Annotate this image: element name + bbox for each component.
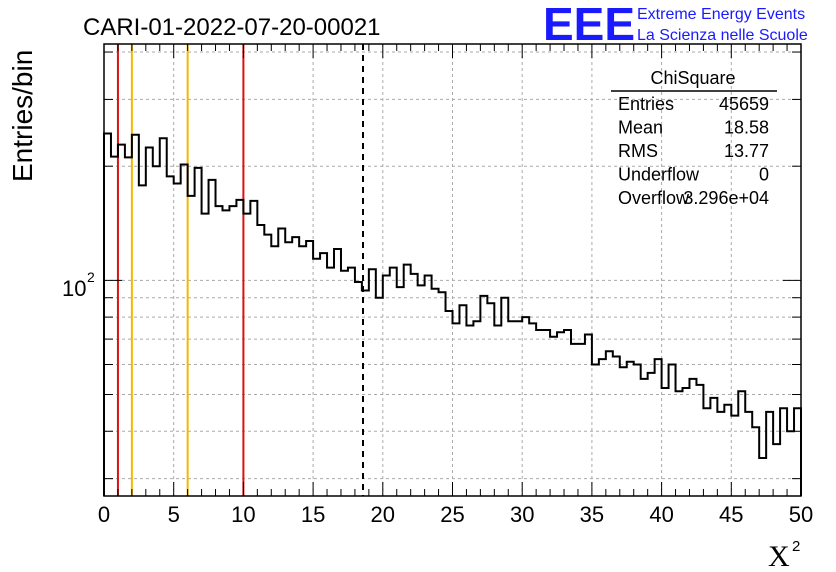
svg-text:2: 2	[87, 269, 95, 285]
stats-value: 18.58	[724, 118, 769, 138]
stats-value: 3.296e+04	[683, 188, 769, 208]
y-axis-label: Entries/bin	[7, 50, 38, 182]
stats-title: ChiSquare	[650, 68, 735, 88]
stats-box: ChiSquare Entries 45659 Mean 18.58 RMS 13.77 U…	[611, 68, 777, 208]
x-tick-labels: 0 5 10 15 20 25 30 35 40 45 50	[98, 502, 813, 527]
x-tick-label: 0	[98, 502, 110, 527]
stats-label: RMS	[618, 141, 658, 161]
x-tick-label: 35	[580, 502, 604, 527]
stats-label: Underflow	[618, 165, 700, 185]
x-tick-label: 20	[371, 502, 395, 527]
x-tick-label: 15	[301, 502, 325, 527]
x-tick-label: 25	[440, 502, 464, 527]
y-tick-label-100: 10 2	[62, 269, 95, 301]
stats-value: 13.77	[724, 141, 769, 161]
svg-text:2: 2	[792, 538, 800, 555]
x-tick-label: 50	[789, 502, 813, 527]
x-axis-label: X 2	[768, 538, 800, 572]
eee-logo: EEE Extreme Energy Events La Scienza nel…	[543, 0, 808, 50]
logo-line-1: Extreme Energy Events	[637, 6, 805, 23]
chart-title: CARI-01-2022-07-20-00021	[83, 14, 381, 41]
stats-label: Entries	[618, 94, 674, 114]
svg-text:10: 10	[62, 276, 86, 301]
x-tick-label: 45	[719, 502, 743, 527]
logo-line-2: La Scienza nelle Scuole	[637, 27, 808, 44]
marker-lines	[116, 44, 365, 496]
histogram-step-line	[103, 132, 802, 496]
svg-text:X: X	[768, 540, 790, 572]
x-tick-label: 30	[510, 502, 534, 527]
x-tick-label: 5	[168, 502, 180, 527]
stats-value: 45659	[719, 94, 769, 114]
logo-letters: EEE	[543, 0, 635, 50]
stats-value: 0	[759, 165, 769, 185]
stats-label: Mean	[618, 118, 663, 138]
axes	[103, 43, 802, 497]
stats-label: Overflow	[618, 188, 690, 208]
x-tick-label: 40	[649, 502, 673, 527]
stats-rows: Entries 45659 Mean 18.58 RMS 13.77 Underflow 0 O…	[618, 94, 769, 208]
x-tick-label: 10	[231, 502, 255, 527]
